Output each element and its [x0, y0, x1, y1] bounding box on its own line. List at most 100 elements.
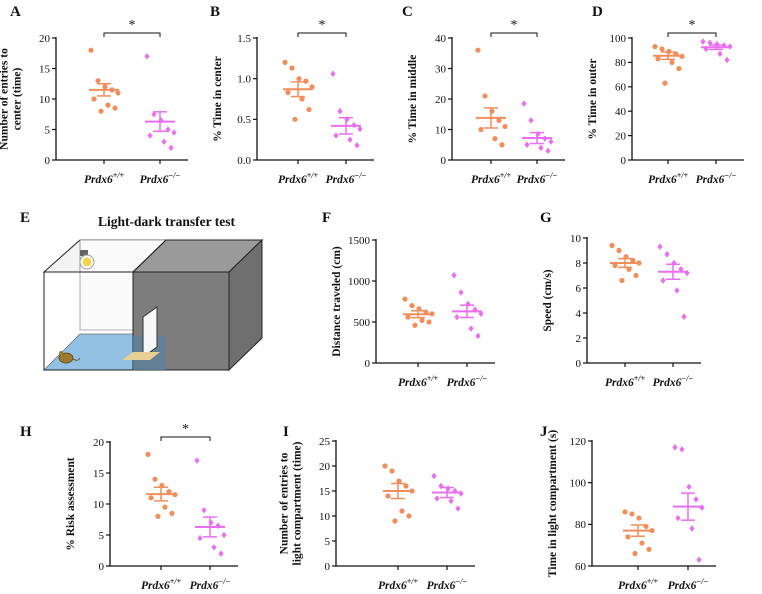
data-point: [686, 483, 692, 491]
significance-star: *: [511, 18, 518, 33]
data-point: [669, 59, 675, 65]
data-point: [652, 43, 658, 50]
data-point: [707, 39, 713, 47]
x-label-wt: Prdx6+/+: [605, 374, 646, 389]
y-tick-label: 30: [435, 63, 447, 75]
x-label-ko: Prdx6−/−: [190, 577, 231, 592]
light-dark-box-diagram: E Light-dark transfer test: [20, 210, 264, 372]
data-point: [468, 325, 474, 332]
x-label-ko: Prdx6−/−: [427, 577, 468, 592]
data-point: [385, 493, 391, 499]
data-point: [455, 505, 461, 512]
y-tick-label: 8: [576, 258, 582, 270]
x-label-ko: Prdx6−/−: [140, 171, 181, 186]
data-point: [629, 511, 635, 517]
panel-label-B: B: [210, 4, 220, 20]
data-point: [354, 142, 360, 149]
data-point: [625, 534, 631, 540]
y-tick-label: 4: [576, 308, 582, 320]
data-point: [215, 522, 221, 529]
y-tick-label: 5: [99, 530, 105, 542]
data-point: [337, 108, 343, 115]
data-point: [166, 489, 172, 495]
chart-I: I 0 5 10 15 20 25 Prdx6+/+ Prdx6−/− Number of ent…: [279, 424, 475, 592]
y-tick-label: 40: [615, 106, 627, 118]
data-point: [548, 138, 554, 145]
data-point: [475, 47, 481, 53]
data-point: [197, 534, 203, 542]
data-point: [612, 262, 618, 269]
series-wt: [652, 43, 685, 86]
y-axis-label: Time in light compartment (s): [547, 430, 559, 578]
data-point: [434, 495, 440, 502]
data-point: [636, 515, 642, 521]
x-label-wt: Prdx6+/+: [141, 577, 182, 592]
data-point: [406, 513, 412, 519]
data-point: [392, 518, 398, 524]
data-point: [299, 96, 305, 102]
data-point: [674, 287, 680, 294]
y-axis-label: % Time in outer: [587, 58, 599, 139]
series-ko: [330, 70, 363, 149]
data-point: [448, 497, 454, 505]
x-label-ko: Prdx6−/−: [653, 374, 694, 389]
lamp-icon: [79, 250, 95, 270]
y-tick-label: 2: [576, 333, 582, 345]
y-tick-label: 0: [441, 155, 447, 167]
data-point: [646, 546, 652, 552]
data-point: [655, 56, 661, 62]
data-point: [445, 485, 451, 492]
data-point: [657, 243, 663, 250]
data-point: [330, 70, 336, 77]
data-point: [333, 132, 339, 139]
chart-H: H 0 5 10 15 20 Prdx6+/+ Prdx6−/− % Risk assessme…: [20, 422, 238, 592]
data-point: [616, 247, 622, 254]
panel-label-F: F: [322, 210, 331, 226]
y-tick-label: 6: [576, 283, 582, 295]
x-label-ko: Prdx6−/−: [447, 374, 488, 389]
y-tick-label: 120: [570, 436, 587, 448]
data-point: [465, 300, 471, 308]
data-point: [112, 105, 118, 111]
data-point: [528, 117, 534, 124]
y-tick-label: 25: [319, 436, 331, 448]
data-point: [201, 507, 207, 514]
y-axis-label: % Time in center: [212, 56, 224, 142]
data-point: [165, 126, 171, 133]
data-point: [693, 496, 699, 503]
data-point: [208, 519, 214, 526]
panel-label-E: E: [20, 210, 30, 226]
data-point: [151, 111, 157, 118]
data-point: [676, 65, 682, 72]
data-point: [218, 550, 224, 557]
data-point: [389, 468, 395, 474]
series-wt: [382, 463, 415, 524]
box-front-face: [43, 271, 134, 371]
data-point: [347, 136, 353, 143]
data-point: [622, 509, 628, 515]
data-point: [475, 332, 481, 340]
x-label-wt: Prdx6+/+: [378, 577, 419, 592]
series-ko: [144, 53, 177, 151]
y-tick-label: 60: [575, 561, 587, 573]
data-point: [717, 50, 723, 58]
series-ko: [700, 38, 733, 64]
significance-bracket: [103, 32, 161, 37]
y-tick-label: 0: [576, 358, 582, 370]
data-point: [458, 289, 464, 296]
x-label-ko: Prdx6−/−: [668, 577, 709, 592]
y-tick-label: 0.5: [237, 114, 251, 126]
y-tick-label: 80: [575, 519, 587, 531]
data-point: [632, 550, 638, 557]
data-point: [502, 123, 508, 130]
data-point: [660, 277, 666, 284]
chart-C: C 0 10 20 30 40 Prdx6+/+ Prdx6−/− % Time in midd…: [402, 4, 565, 186]
x-label-wt: Prdx6+/+: [471, 171, 512, 186]
data-point: [426, 319, 432, 325]
data-point: [296, 76, 302, 82]
significance-bracket: [490, 32, 538, 37]
chart-B: B 0.0 0.5 1.0 1.5 Prdx6+/+ Prdx6−/− % Time in c…: [210, 4, 374, 186]
series-ko: [451, 272, 484, 340]
y-tick-label: 20: [39, 33, 51, 45]
x-label-ko: Prdx6−/−: [326, 171, 367, 186]
